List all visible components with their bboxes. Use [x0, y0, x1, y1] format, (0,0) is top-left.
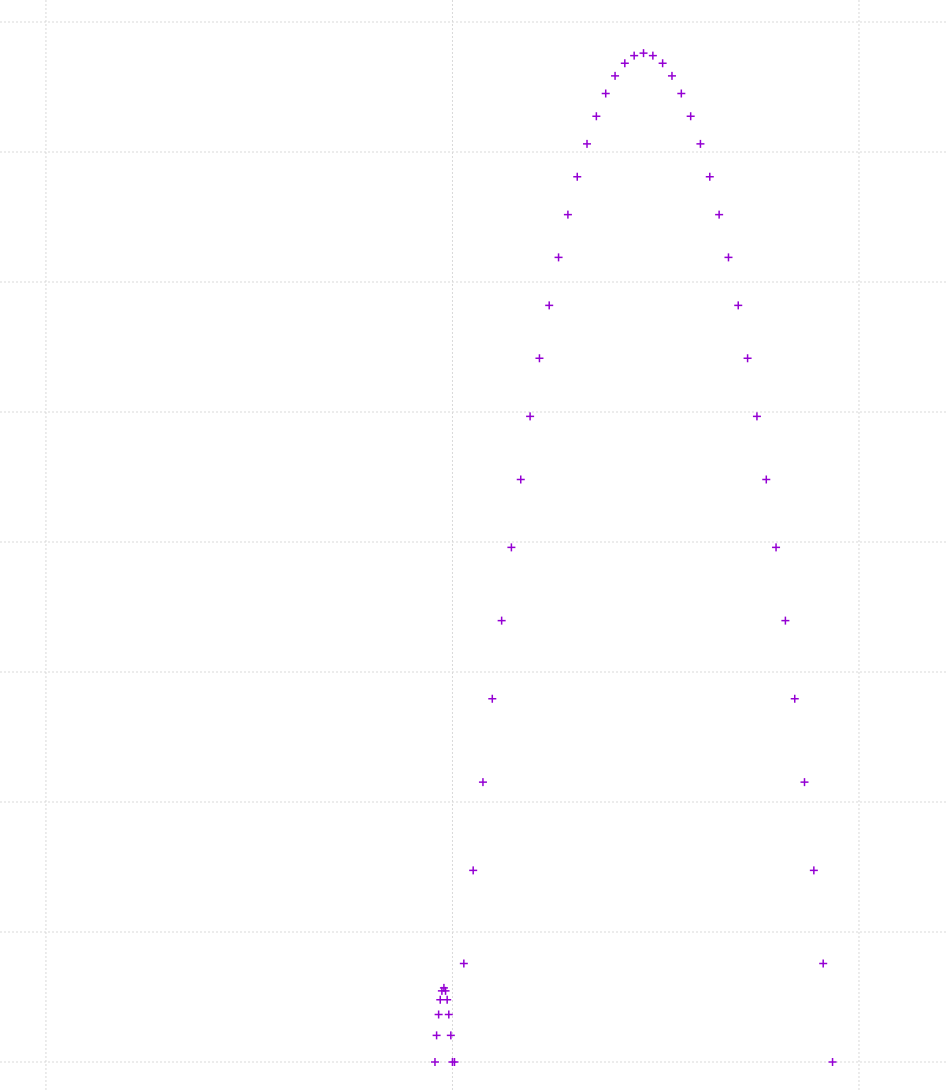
marker [563, 210, 572, 219]
marker [592, 112, 601, 121]
marker [743, 354, 752, 363]
marker [809, 866, 818, 875]
marker [828, 1057, 837, 1066]
marker [545, 301, 554, 310]
marker [715, 210, 724, 219]
marker [601, 89, 610, 98]
marker [696, 139, 705, 148]
marker [772, 543, 781, 552]
marker [734, 301, 743, 310]
marker [573, 172, 582, 181]
marker [554, 253, 563, 262]
marker [667, 71, 676, 80]
marker [441, 986, 450, 995]
marker [488, 694, 497, 703]
marker [790, 694, 799, 703]
marker [436, 995, 445, 1004]
marker [497, 616, 506, 625]
marker [450, 1057, 459, 1066]
marker [583, 139, 592, 148]
marker [686, 112, 695, 121]
marker [724, 253, 733, 262]
marker [677, 89, 686, 98]
marker [819, 959, 828, 968]
marker [432, 1031, 441, 1040]
marker [639, 49, 648, 58]
marker [658, 59, 667, 68]
marker [752, 412, 761, 421]
marker [630, 51, 639, 60]
marker [620, 59, 629, 68]
marker [526, 412, 535, 421]
marker [434, 1010, 443, 1019]
marker [469, 866, 478, 875]
marker [507, 543, 516, 552]
marker [762, 475, 771, 484]
marker [781, 616, 790, 625]
marker [443, 995, 452, 1004]
marker [516, 475, 525, 484]
marker [459, 959, 468, 968]
marker [705, 172, 714, 181]
marker [444, 1010, 453, 1019]
marker [611, 71, 620, 80]
marker [535, 354, 544, 363]
marker [446, 1031, 455, 1040]
marker [478, 778, 487, 787]
marker [800, 778, 809, 787]
marker [648, 51, 657, 60]
marker [430, 1057, 439, 1066]
